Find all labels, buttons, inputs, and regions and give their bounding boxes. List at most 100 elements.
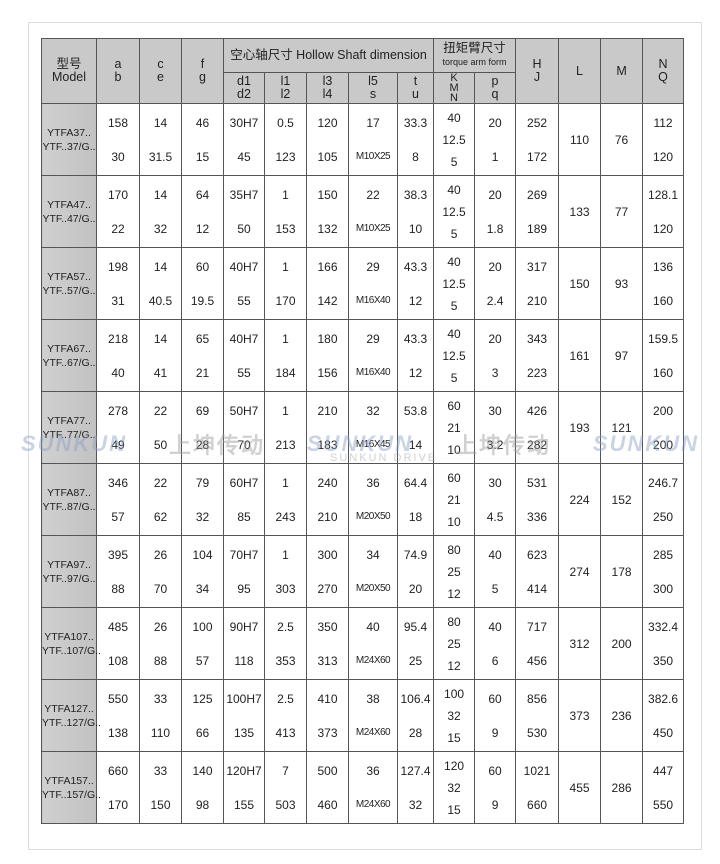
cell-l: 150 (558, 247, 602, 320)
cell-hj: 1021 660 (515, 751, 560, 824)
cell-value: 88 (153, 653, 168, 668)
cell-value: 60 (195, 259, 210, 274)
cell-value: 12 (447, 586, 461, 601)
table-row: YTFA37.. YTF..37/G.. 158 30 14 31.5 46 15 30H7 45… (41, 103, 685, 176)
table-row: YTFA107.. YTF..107/G.. 485 108 26 88 100 57 90H7… (41, 607, 685, 680)
cell-value: 210 (527, 293, 548, 308)
cell-pq: 60 9 (474, 751, 517, 824)
cell-l5s: 36 M24X60 (348, 751, 398, 824)
cell-fg: 125 66 (181, 679, 224, 752)
cell-value: 19.5 (190, 293, 215, 308)
cell-value: 373 (317, 725, 338, 740)
header-torque-arm: 扭矩臂尺寸 torque arm form (433, 38, 517, 73)
cell-value: 20 (488, 259, 502, 274)
cell-value: 43.3 (403, 331, 428, 346)
cell-value: 252 (527, 115, 548, 130)
cell-value: YTFA77.. (47, 414, 91, 427)
cell-value: 40.5 (148, 293, 173, 308)
cell-value: 9 (491, 797, 499, 812)
cell-m: 178 (600, 535, 644, 608)
cell-value: 170 (275, 293, 296, 308)
cell-hj: 317 210 (515, 247, 560, 320)
cell-value: 49 (111, 437, 125, 452)
cell-value: 125 (192, 691, 213, 706)
cell-value: 246.7 (648, 475, 679, 490)
cell-value: 120 (653, 221, 674, 236)
cell-value: 26 (153, 619, 168, 634)
cell-l12: 1 303 (264, 535, 307, 608)
cell-model: YTFA37.. YTF..37/G.. (41, 103, 97, 176)
cell-value: 14 (153, 331, 168, 346)
cell-m: 97 (600, 319, 644, 392)
cell-value: 21 (447, 420, 461, 435)
cell-l5s: 29 M16X40 (348, 319, 398, 392)
cell-ab: 278 49 (96, 391, 140, 464)
cell-nq: 447 550 (642, 751, 685, 824)
cell-value: 30 (111, 149, 125, 164)
cell-value: 70 (153, 581, 168, 596)
cell-value: 136 (653, 259, 674, 274)
cell-value: YTFA127.. (44, 702, 94, 715)
cell-tu: 38.3 10 (396, 175, 435, 248)
cell-model: YTFA97.. YTF..97/G.. (41, 535, 97, 608)
cell-hj: 343 223 (515, 319, 560, 392)
cell-value: 353 (275, 653, 296, 668)
cell-value: 200 (653, 403, 674, 418)
cell-value: M20X50 (355, 582, 391, 594)
cell-value: 95.4 (403, 619, 428, 634)
cell-value: 57 (111, 509, 125, 524)
cell-value: 350 (653, 653, 674, 668)
cell-value: 3.2 (486, 437, 504, 452)
cell-value: M20X50 (355, 510, 391, 522)
table-row: YTFA127.. YTF..127/G.. 550 138 33 110 125 66 100… (41, 679, 685, 752)
cell-value: 158 (107, 115, 129, 130)
cell-d: 90H7 118 (223, 607, 265, 680)
cell-pq: 30 4.5 (474, 463, 517, 536)
cell-model: YTFA57.. YTF..57/G.. (41, 247, 97, 320)
cell-fg: 64 12 (181, 175, 224, 248)
table-row: YTFA157.. YTF..157/G.. 660 170 33 150 140 98 120… (41, 751, 685, 824)
cell-value: 40 (488, 619, 502, 634)
cell-hj: 426 282 (515, 391, 560, 464)
cell-value: YTF..47/G.. (42, 212, 96, 225)
cell-value: 6 (491, 653, 499, 668)
cell-value: 60 (447, 470, 461, 485)
cell-value: 53.8 (403, 403, 428, 418)
cell-value: 250 (653, 509, 674, 524)
cell-kmn: 40 12.5 5 (433, 175, 476, 248)
cell-value: 183 (317, 437, 338, 452)
cell-ce: 14 41 (139, 319, 182, 392)
cell-value: 2.5 (277, 619, 294, 634)
header-d: d1 d2 (223, 72, 265, 104)
cell-value: 135 (233, 725, 255, 740)
cell-nq: 382.6 450 (642, 679, 685, 752)
cell-value: 0.5 (277, 115, 294, 130)
table-row: YTFA97.. YTF..97/G.. 395 88 26 70 104 34 70H7 95 1… (41, 535, 685, 608)
cell-value: 40 (447, 254, 461, 269)
cell-value: 30H7 (229, 115, 259, 130)
cell-value: 33.3 (403, 115, 428, 130)
cell-l12: 1 213 (264, 391, 307, 464)
table-row: YTFA67.. YTF..67/G.. 218 40 14 41 65 21 40H7 55 1 1… (41, 319, 685, 392)
cell-l5s: 36 M20X50 (348, 463, 398, 536)
cell-l12: 1 243 (264, 463, 307, 536)
cell-value: M16X45 (355, 438, 391, 450)
cell-value: 43.3 (403, 259, 428, 274)
cell-l12: 0.5 123 (264, 103, 307, 176)
cell-tu: 74.9 20 (396, 535, 435, 608)
cell-l12: 1 184 (264, 319, 307, 392)
cell-kmn: 40 12.5 5 (433, 247, 476, 320)
cell-value: 1.8 (486, 221, 504, 236)
cell-value: 46 (195, 115, 210, 130)
cell-l: 110 (558, 103, 602, 176)
cell-nq: 332.4 350 (642, 607, 685, 680)
cell-value: 426 (527, 403, 548, 418)
cell-model: YTFA87.. YTF..87/G.. (41, 463, 97, 536)
cell-ab: 550 138 (96, 679, 140, 752)
cell-hj: 269 189 (515, 175, 560, 248)
cell-ab: 395 88 (96, 535, 140, 608)
cell-value: 118 (234, 653, 254, 668)
cell-fg: 104 34 (181, 535, 224, 608)
